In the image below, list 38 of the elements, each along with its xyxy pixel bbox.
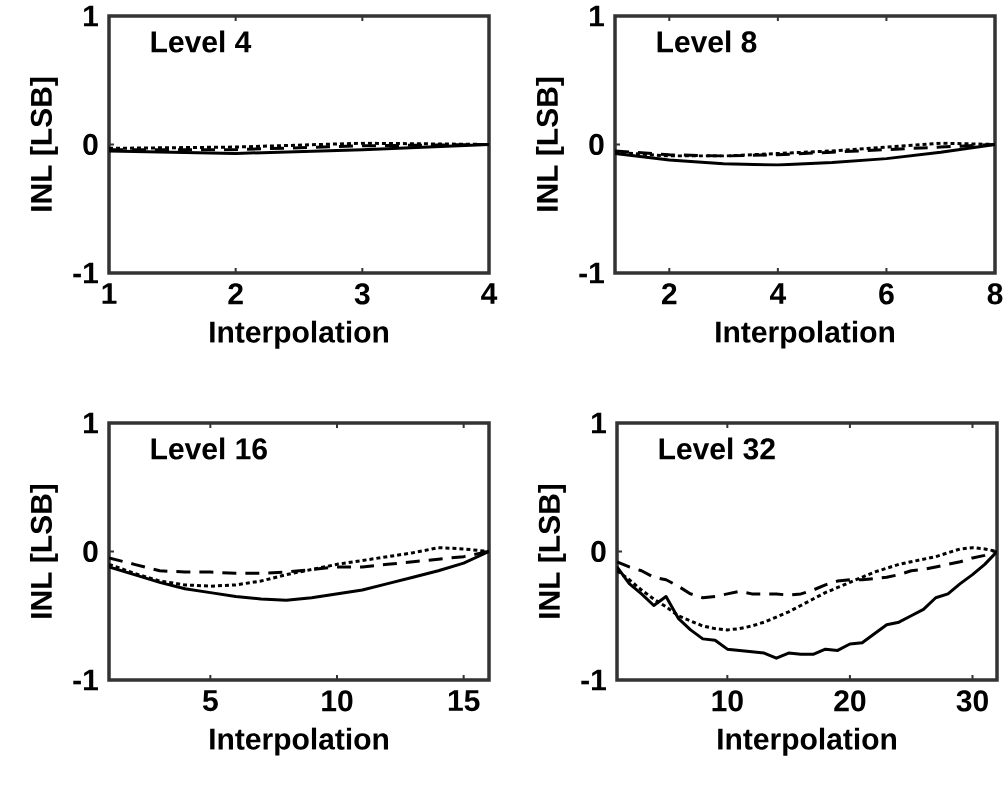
y-tick-label: 1 — [84, 412, 98, 434]
x-tick-label: 30 — [956, 690, 988, 712]
chart-title: Level 4 — [151, 30, 252, 53]
x-tick-label: 2 — [228, 283, 243, 305]
chart-title: Level 16 — [151, 437, 267, 460]
y-tick-label: 0 — [589, 133, 604, 156]
x-tick-label: 1 — [102, 283, 117, 304]
x-tick-label: 10 — [322, 690, 353, 712]
y-tick-label: -1 — [579, 262, 604, 284]
x-tick-label: 4 — [769, 283, 787, 304]
x-tick-label: 8 — [987, 283, 1003, 305]
x-tick-label: 6 — [879, 283, 894, 305]
x-tick-label: 3 — [354, 283, 370, 305]
x-tick-label: 4 — [481, 283, 498, 304]
chart-title: Level 32 — [659, 437, 775, 460]
y-axis-title: INL [LSB] — [29, 77, 58, 211]
y-tick-label: 1 — [592, 412, 606, 434]
y-tick-label: -1 — [73, 669, 98, 691]
y-tick-label: 1 — [590, 5, 604, 27]
y-tick-label: -1 — [73, 262, 98, 284]
x-axis-title: Interpolation — [716, 320, 894, 349]
x-tick-label: 10 — [712, 690, 743, 712]
x-tick-label: 2 — [661, 283, 677, 305]
x-axis-title: Interpolation — [210, 320, 388, 349]
y-tick-label: 0 — [591, 540, 606, 563]
y-tick-label: 1 — [84, 5, 98, 27]
x-axis-title: Interpolation — [210, 727, 388, 756]
x-tick-label: 15 — [448, 690, 480, 712]
x-tick-label: 5 — [202, 690, 218, 712]
y-axis-title: INL [LSB] — [535, 77, 564, 211]
y-tick-label: 0 — [83, 540, 98, 563]
y-axis-title: INL [LSB] — [29, 484, 58, 618]
x-tick-label: 20 — [834, 690, 866, 712]
y-tick-label: 0 — [83, 133, 98, 156]
y-tick-label: -1 — [581, 669, 606, 691]
chart-title: Level 8 — [657, 30, 757, 53]
x-axis-title: Interpolation — [718, 727, 896, 756]
y-axis-title: INL [LSB] — [537, 484, 566, 618]
